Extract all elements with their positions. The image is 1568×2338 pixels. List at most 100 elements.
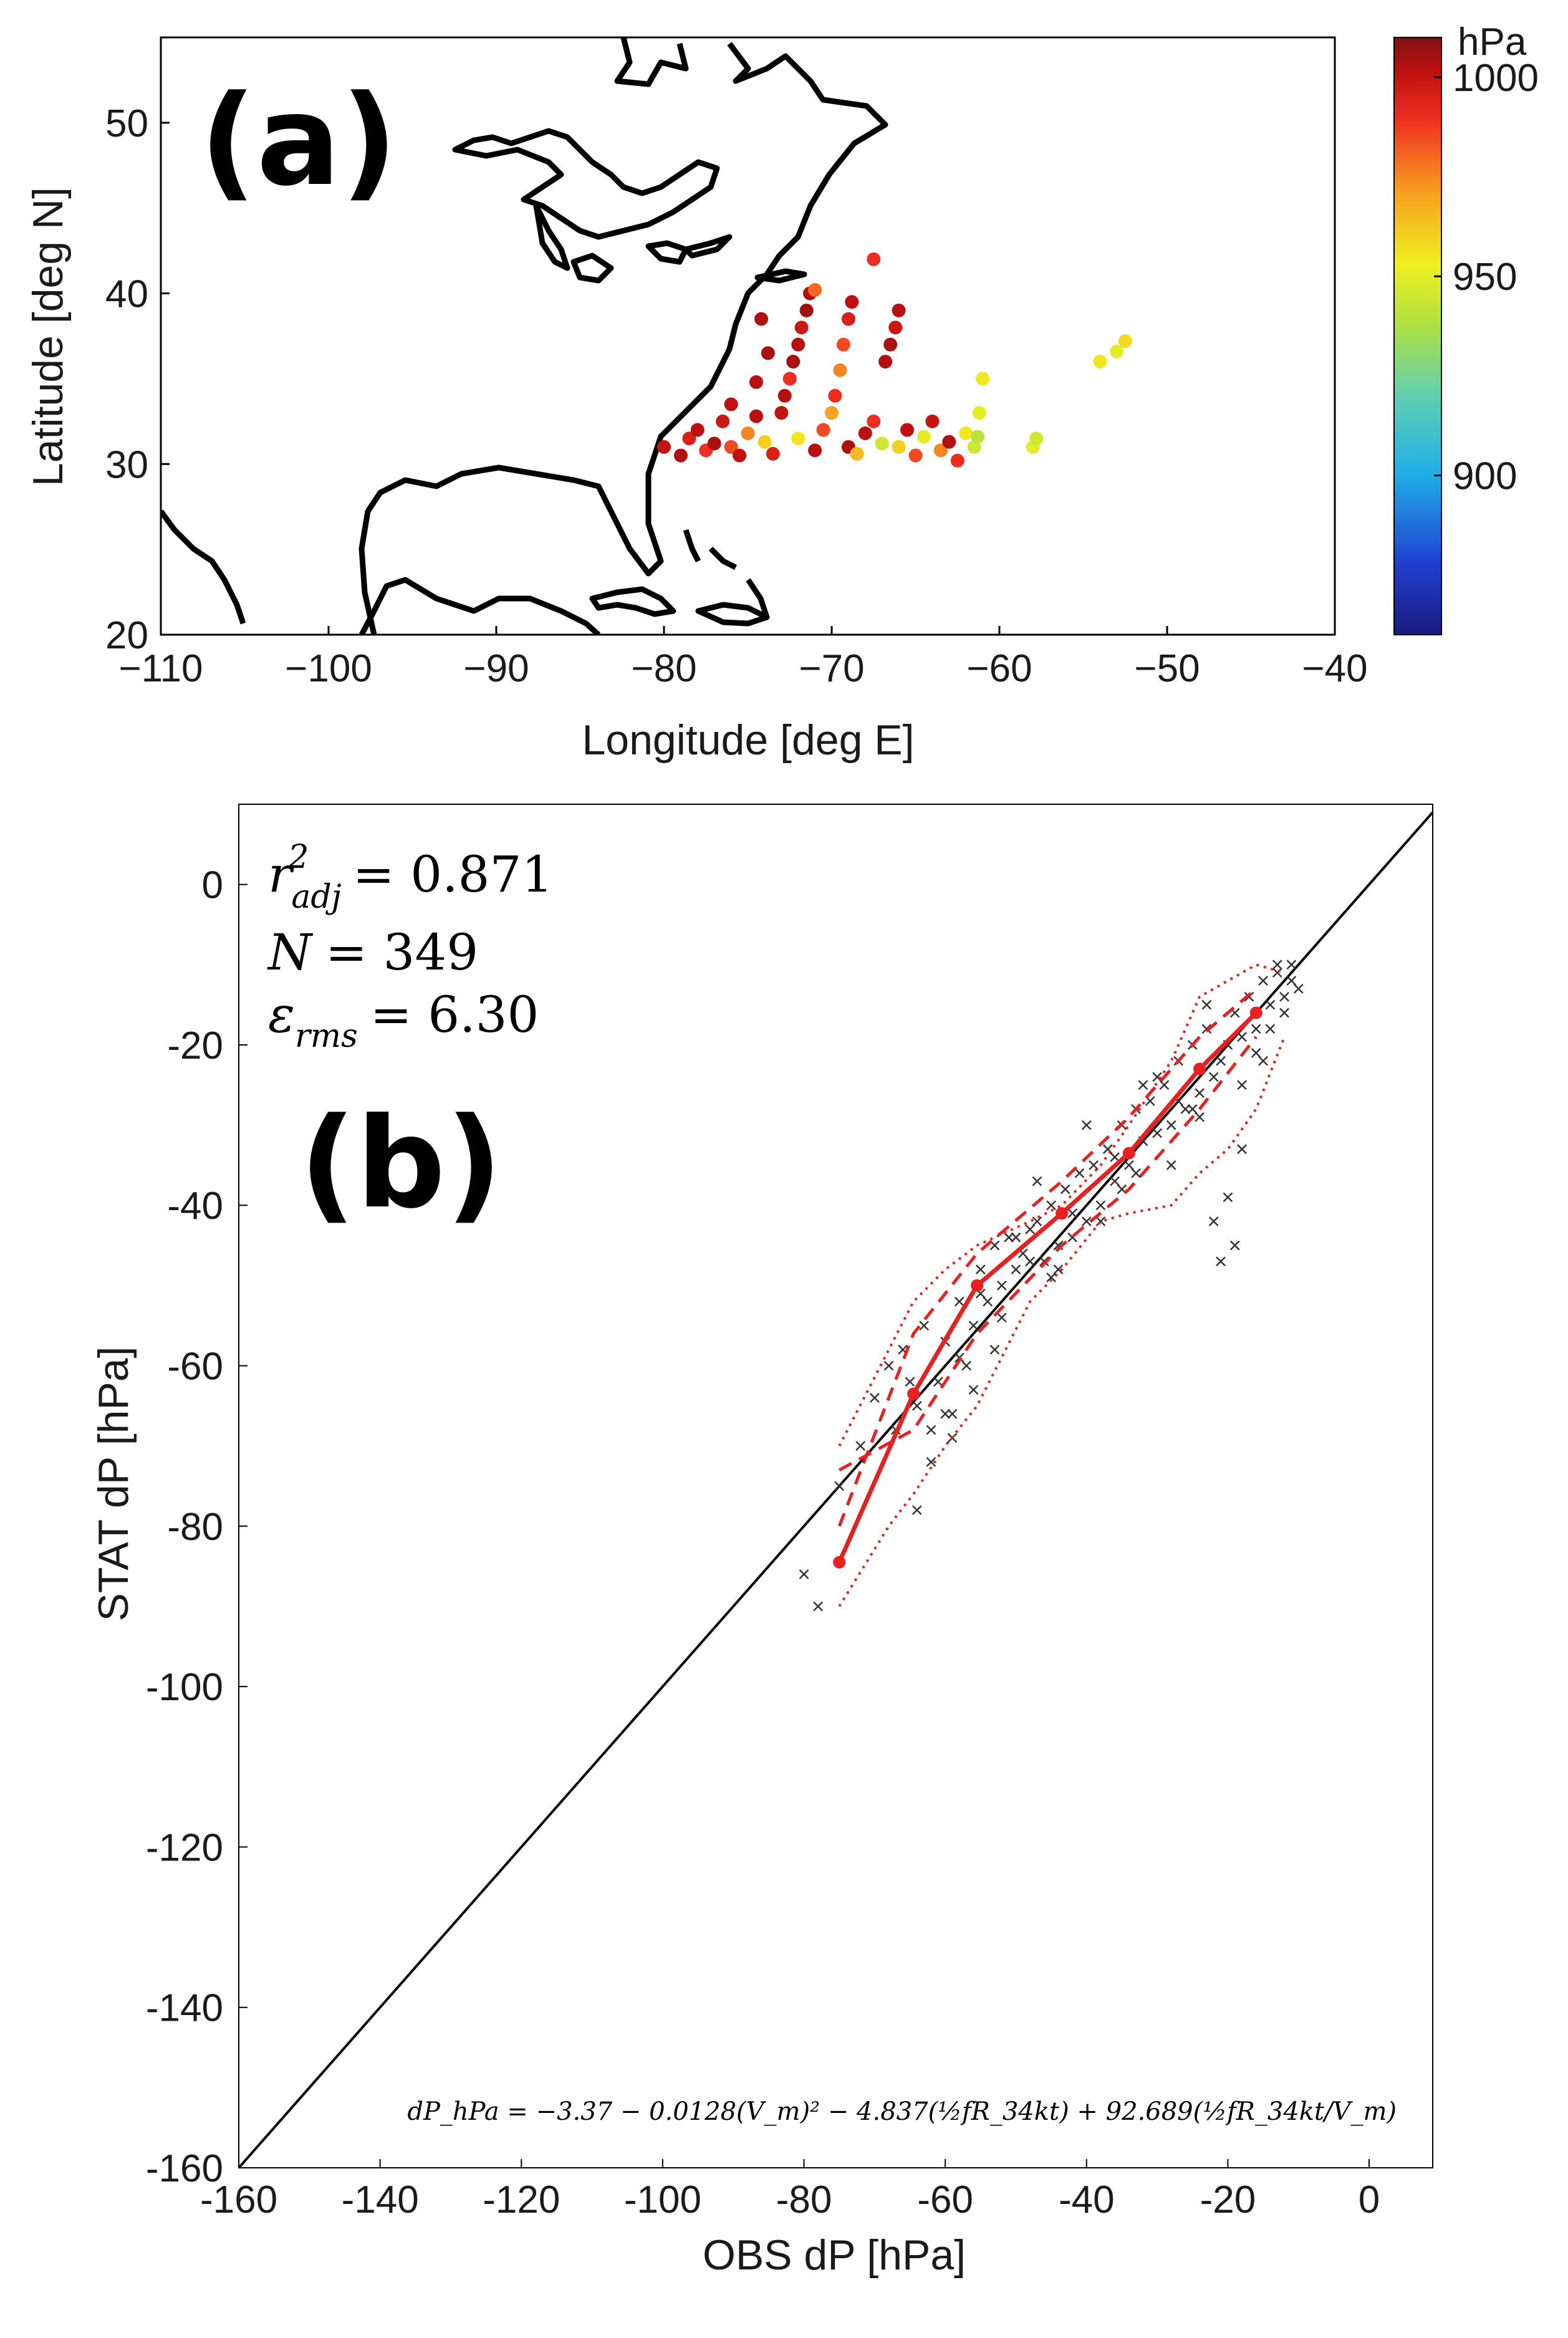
- marker-stroke: [1251, 1024, 1261, 1034]
- map-data-point: [828, 388, 842, 403]
- marker-stroke: [968, 1385, 979, 1395]
- scatter-xtick-label: -120: [483, 2178, 560, 2221]
- scatter-axes-frame: [238, 804, 1433, 2168]
- marker-stroke: [1180, 1104, 1191, 1114]
- marker-stroke: [1229, 1008, 1240, 1018]
- marker-stroke: [1053, 1264, 1064, 1275]
- map-data-point: [950, 453, 964, 468]
- map-data-point: [833, 363, 847, 377]
- observation-marker: [1060, 1184, 1070, 1195]
- r2-value: = 0.871: [353, 845, 553, 903]
- map-data-point: [724, 397, 738, 411]
- marker-stroke: [1110, 1152, 1120, 1162]
- map-axis-ticks: −110 −100 −90 −80 −70 −60 −50 −40 20 30 40 50: [105, 102, 1368, 690]
- marker-stroke: [1195, 1088, 1205, 1099]
- marker-stroke: [1145, 1096, 1155, 1106]
- marker-stroke: [996, 1312, 1007, 1323]
- observation-marker: [1272, 968, 1282, 978]
- observation-marker: [1032, 1176, 1042, 1186]
- panel-a: −110 −100 −90 −80 −70 −60 −50 −40 20 30 40 50 Longi…: [24, 21, 1539, 764]
- n-stat: N = 349: [267, 923, 478, 981]
- marker-stroke: [1272, 960, 1282, 970]
- map-data-point: [942, 435, 956, 449]
- observation-marker: [983, 1296, 993, 1307]
- marker-stroke: [1265, 1024, 1276, 1034]
- map-data-point: [733, 448, 747, 463]
- marker-stroke: [1074, 1168, 1085, 1178]
- observation-marker: [1032, 1216, 1042, 1226]
- observation-marker: [1081, 1120, 1092, 1130]
- binned-mean-marker: [907, 1387, 920, 1400]
- map-data-point: [690, 423, 705, 437]
- marker-stroke: [975, 1264, 986, 1275]
- map-data-point: [749, 375, 763, 389]
- scatter-xtick-label: -160: [200, 2178, 277, 2221]
- observation-marker: [1166, 1160, 1176, 1170]
- map-ytick-label: 40: [105, 273, 148, 316]
- binned-mean-marker: [1249, 1006, 1263, 1019]
- marker-stroke: [1258, 1056, 1268, 1066]
- marker-stroke: [1286, 976, 1297, 986]
- map-data-point: [878, 355, 893, 369]
- marker-stroke: [1258, 976, 1268, 986]
- observation-marker: [1216, 1256, 1226, 1267]
- marker-stroke: [1237, 1144, 1247, 1155]
- marker-stroke: [911, 1400, 922, 1411]
- map-data-point: [774, 406, 789, 420]
- observation-marker: [1011, 1264, 1021, 1275]
- observation-marker: [1095, 1200, 1106, 1211]
- observation-marker: [1011, 1232, 1021, 1243]
- map-xtick-label: −110: [118, 647, 203, 690]
- map-data-point: [799, 303, 814, 317]
- observation-marker: [813, 1601, 824, 1612]
- observation-marker: [1110, 1176, 1120, 1186]
- map-axes-frame: [160, 36, 1336, 636]
- observation-marker: [799, 1569, 809, 1579]
- marker-stroke: [1131, 1168, 1141, 1178]
- observation-marker: [1159, 1080, 1170, 1090]
- marker-stroke: [926, 1425, 936, 1435]
- map-data-point: [657, 440, 671, 454]
- observation-marker: [1237, 1080, 1247, 1090]
- marker-stroke: [989, 1240, 1000, 1251]
- marker-stroke: [1208, 1216, 1219, 1226]
- map-xtick-label: −70: [799, 647, 864, 690]
- marker-stroke: [869, 1393, 880, 1403]
- map-data-point: [976, 372, 990, 386]
- eps-subscript: rms: [295, 1017, 358, 1055]
- panel-label-a: (a): [200, 69, 398, 214]
- map-data-point: [825, 406, 839, 420]
- map-data-point: [908, 448, 923, 463]
- map-xtick-label: −90: [463, 647, 529, 690]
- observation-marker: [968, 1385, 979, 1395]
- observation-marker: [1195, 1088, 1205, 1099]
- map-ytick-label: 30: [105, 443, 148, 486]
- observation-marker: [1272, 960, 1282, 970]
- regression-equation: dP_hPa = −3.37 − 0.0128(V_m)² − 4.837(½f…: [407, 2097, 1397, 2126]
- marker-stroke: [1152, 1072, 1162, 1082]
- binned-mean-marker: [971, 1279, 984, 1292]
- scatter-xtick-label: -40: [1059, 2178, 1115, 2221]
- observation-marker: [1286, 976, 1297, 986]
- observation-marker: [1004, 1232, 1014, 1243]
- observation-marker: [869, 1393, 880, 1403]
- observation-marker: [989, 1344, 1000, 1355]
- marker-stroke: [983, 1296, 993, 1307]
- map-data-point: [845, 295, 859, 309]
- observation-marker: [1180, 1104, 1191, 1114]
- map-data-point: [867, 252, 881, 266]
- marker-stroke: [1201, 999, 1212, 1010]
- marker-stroke: [1265, 999, 1276, 1010]
- observation-marker: [1025, 1256, 1035, 1267]
- observation-marker: [911, 1505, 922, 1515]
- map-data-point: [883, 337, 898, 352]
- map-data-point: [858, 426, 872, 441]
- marker-stroke: [1223, 1040, 1233, 1050]
- coastline-map: [161, 37, 888, 635]
- map-data-point: [761, 346, 775, 360]
- map-ytick-label: 50: [105, 102, 148, 145]
- map-data-point: [1093, 355, 1107, 369]
- colorbar-ticks: 900 950 1000: [1434, 57, 1539, 498]
- map-data-point: [1029, 431, 1044, 446]
